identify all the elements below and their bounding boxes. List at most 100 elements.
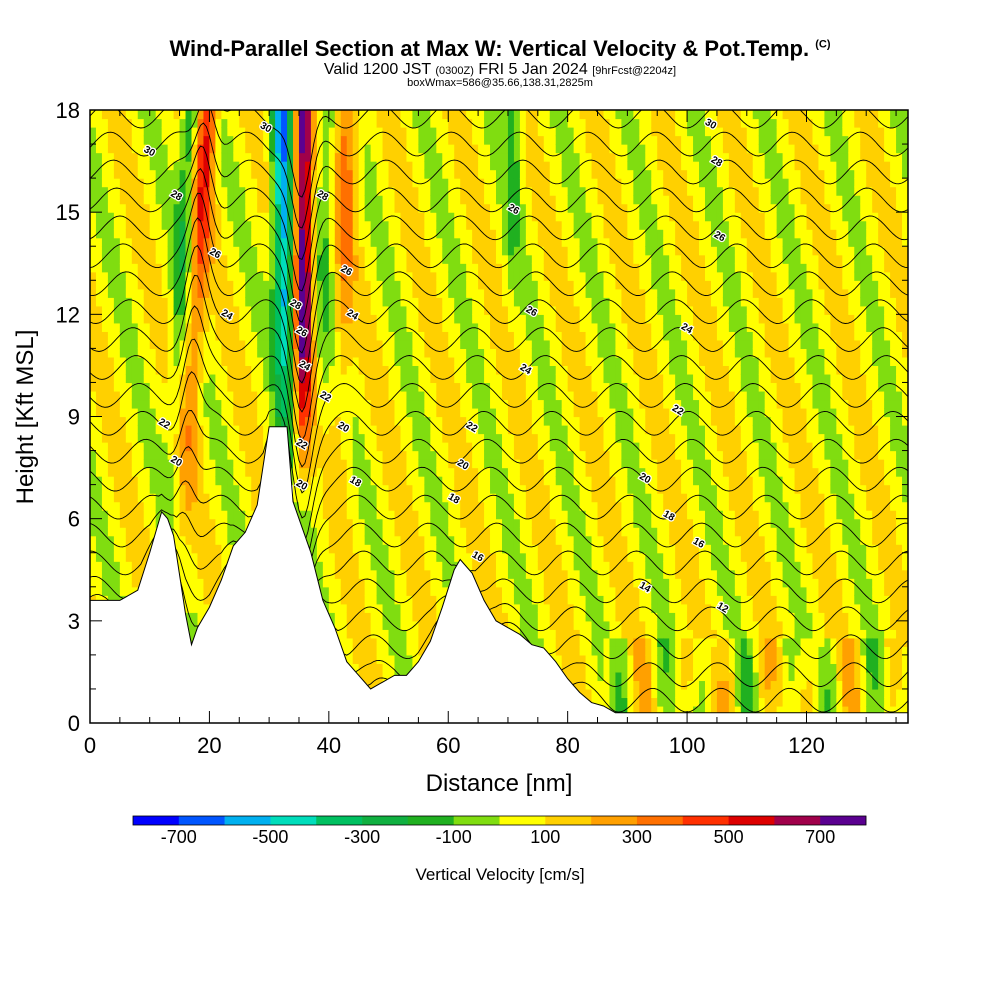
velocity-cell <box>561 280 569 290</box>
velocity-cell <box>293 280 300 290</box>
velocity-cell <box>585 629 593 639</box>
velocity-cell <box>573 416 581 426</box>
velocity-cell <box>113 144 121 154</box>
velocity-cell <box>525 544 533 554</box>
velocity-cell <box>316 229 324 239</box>
velocity-cell <box>281 407 288 418</box>
velocity-cell <box>352 356 360 367</box>
velocity-cell <box>388 390 396 401</box>
velocity-cell <box>501 280 509 290</box>
velocity-cell <box>358 169 366 179</box>
velocity-cell <box>161 144 169 154</box>
velocity-cell <box>507 271 515 281</box>
velocity-cell <box>245 246 252 256</box>
velocity-cell <box>346 212 354 222</box>
velocity-cell <box>167 297 175 307</box>
velocity-cell <box>197 203 205 213</box>
velocity-cell <box>191 161 199 171</box>
velocity-cell <box>484 416 491 426</box>
velocity-cell <box>215 535 222 545</box>
velocity-cell <box>555 373 563 384</box>
velocity-cell <box>113 169 121 179</box>
velocity-cell <box>436 578 443 588</box>
velocity-cell <box>131 390 139 401</box>
velocity-cell <box>394 144 402 154</box>
velocity-cell <box>454 484 461 494</box>
velocity-cell <box>424 476 431 486</box>
velocity-cell <box>537 178 545 188</box>
velocity-cell <box>507 169 515 179</box>
velocity-cell <box>519 339 527 349</box>
velocity-cell <box>364 612 372 622</box>
velocity-cell <box>143 280 151 290</box>
velocity-cell <box>340 407 348 418</box>
velocity-cell <box>352 271 360 281</box>
velocity-cell <box>525 620 533 630</box>
velocity-cell <box>388 612 396 622</box>
velocity-cell <box>472 399 479 409</box>
velocity-cell <box>167 195 175 205</box>
velocity-cell <box>370 425 378 435</box>
velocity-cell <box>567 237 575 247</box>
velocity-cell <box>90 331 97 341</box>
velocity-cell <box>227 416 234 426</box>
velocity-cell <box>418 467 425 477</box>
velocity-cell <box>519 331 527 341</box>
velocity-cell <box>490 331 497 341</box>
velocity-cell <box>304 220 312 230</box>
velocity-cell <box>125 118 133 128</box>
velocity-cell <box>209 246 216 256</box>
velocity-cell <box>561 535 569 545</box>
velocity-cell <box>316 365 324 375</box>
velocity-cell <box>155 254 163 264</box>
velocity-cell <box>340 476 348 486</box>
velocity-cell <box>316 425 324 435</box>
velocity-cell <box>215 501 222 511</box>
velocity-cell <box>400 578 408 588</box>
velocity-cell <box>203 297 211 307</box>
velocity-cell <box>400 322 408 332</box>
velocity-cell <box>436 271 443 281</box>
velocity-cell <box>233 348 240 358</box>
velocity-cell <box>496 178 503 188</box>
velocity-cell <box>239 263 246 273</box>
velocity-cell <box>298 195 306 205</box>
velocity-cell <box>525 407 533 418</box>
velocity-cell <box>418 433 425 443</box>
velocity-cell <box>484 450 491 460</box>
velocity-cell <box>531 297 539 307</box>
velocity-cell <box>155 297 163 307</box>
velocity-cell <box>161 195 169 205</box>
velocity-cell <box>310 169 318 179</box>
velocity-cell <box>179 186 187 196</box>
velocity-cell <box>501 288 509 298</box>
velocity-cell <box>430 518 437 528</box>
velocity-cell <box>125 135 133 145</box>
velocity-cell <box>442 356 449 367</box>
velocity-cell <box>119 552 127 562</box>
velocity-cell <box>490 561 497 571</box>
velocity-cell <box>293 450 300 460</box>
velocity-cell <box>394 399 402 409</box>
velocity-cell <box>203 416 211 426</box>
velocity-cell <box>191 569 199 579</box>
velocity-cell <box>490 127 497 137</box>
velocity-cell <box>543 595 551 605</box>
velocity-cell <box>113 442 121 452</box>
velocity-cell <box>531 527 539 537</box>
velocity-cell <box>310 263 318 273</box>
velocity-cell <box>543 229 551 239</box>
velocity-cell <box>209 169 216 179</box>
velocity-cell <box>203 450 211 460</box>
velocity-cell <box>466 280 473 290</box>
velocity-cell <box>388 569 396 579</box>
velocity-cell <box>358 212 366 222</box>
velocity-cell <box>573 510 581 520</box>
velocity-cell <box>424 135 431 145</box>
velocity-cell <box>322 476 330 486</box>
velocity-cell <box>460 280 467 290</box>
velocity-cell <box>334 331 342 341</box>
velocity-cell <box>149 314 157 324</box>
velocity-cell <box>95 595 103 605</box>
velocity-cell <box>203 186 211 196</box>
